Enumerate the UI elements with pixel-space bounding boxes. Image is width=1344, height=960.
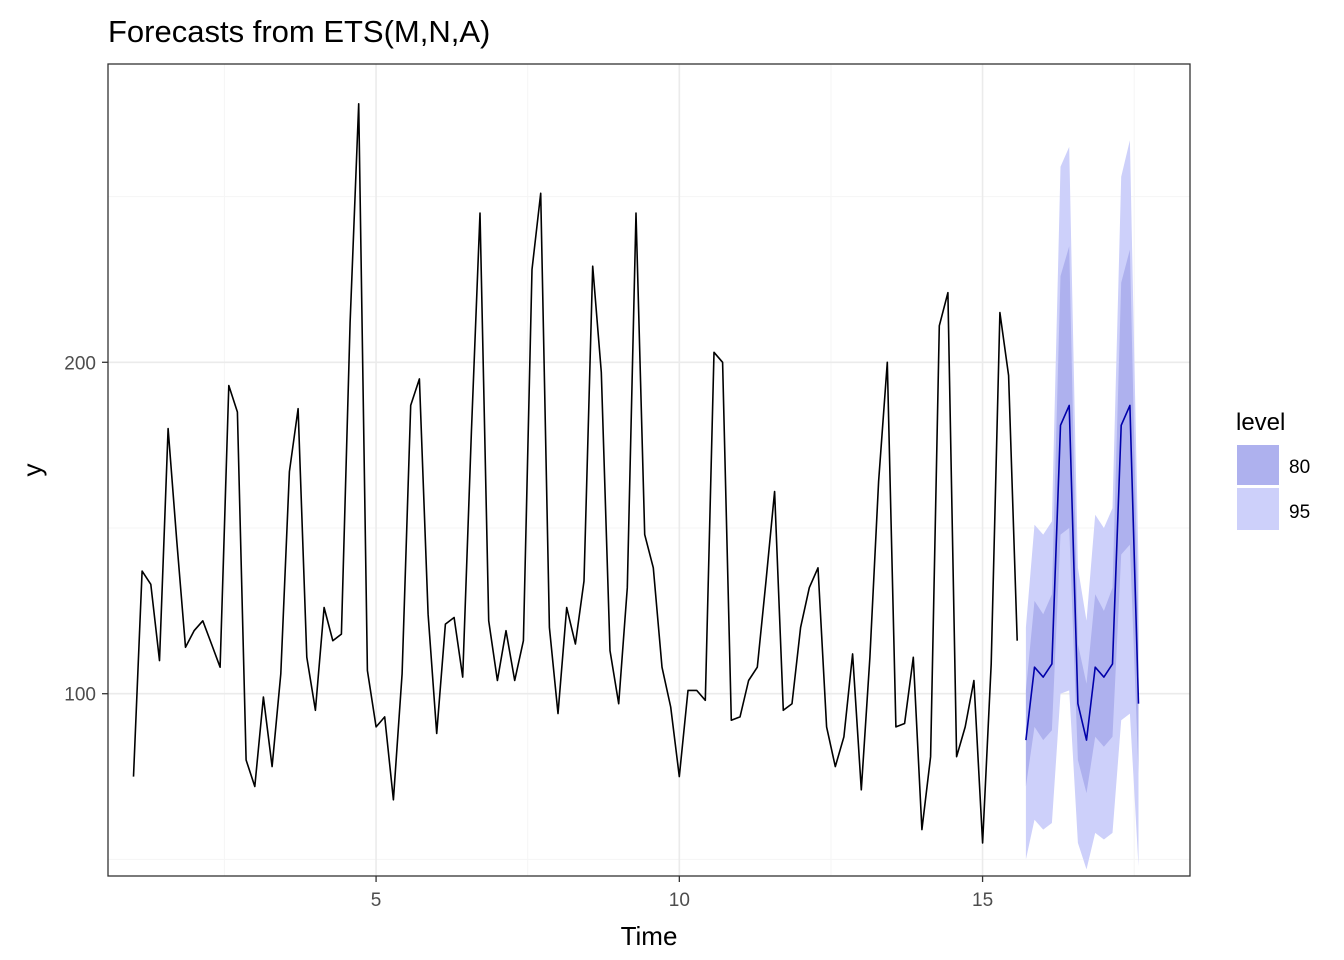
series-lines (132, 103, 1140, 844)
legend-label-80: 80 (1289, 457, 1310, 478)
panel-border (107, 63, 1191, 877)
y-tick-label: 200 (64, 353, 96, 374)
legend: level 80 95 (1236, 409, 1310, 530)
y-tick-label: 100 (64, 685, 96, 706)
forecast-mean-line (1025, 404, 1140, 741)
plot-panel (107, 63, 1191, 877)
legend-key-95 (1237, 488, 1279, 530)
x-tick-label: 5 (371, 890, 382, 911)
y-axis-title: y (17, 464, 47, 477)
x-axis: 5 10 15 (371, 876, 993, 911)
legend-title: level (1236, 409, 1285, 436)
x-axis-title: Time (621, 921, 678, 951)
chart-title: Forecasts from ETS(M,N,A) (108, 14, 490, 49)
prediction-band-80 (1025, 246, 1139, 794)
panel-background (108, 64, 1190, 876)
major-gridlines (108, 64, 1190, 876)
legend-key-80 (1237, 445, 1279, 485)
y-axis: 100 200 (64, 353, 108, 706)
observed-series-line (132, 103, 1018, 844)
prediction-intervals (1025, 140, 1139, 870)
x-tick-label: 10 (669, 890, 690, 911)
x-tick-label: 15 (972, 890, 993, 911)
legend-label-95: 95 (1289, 502, 1310, 523)
